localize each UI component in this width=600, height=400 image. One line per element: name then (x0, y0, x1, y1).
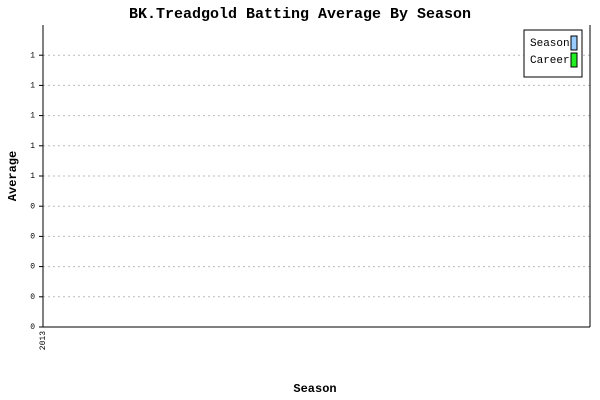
legend-swatch (570, 52, 578, 68)
y-axis-label: Average (6, 151, 20, 201)
y-tick-label: 1 (30, 142, 35, 151)
y-tick-label: 0 (30, 293, 35, 302)
y-tick-label: 0 (30, 263, 35, 272)
x-axis-label: Season (293, 382, 336, 396)
y-tick-label: 1 (30, 51, 35, 60)
y-tick-label: 1 (30, 172, 35, 181)
legend-label: Career (530, 55, 570, 67)
x-tick-label: 2013 (39, 331, 48, 350)
y-tick-label: 1 (30, 112, 35, 121)
legend-swatch (570, 35, 578, 51)
legend-label: Season (530, 38, 570, 50)
chart-title: BK.Treadgold Batting Average By Season (129, 6, 471, 23)
y-tick-label: 0 (30, 233, 35, 242)
y-tick-label: 0 (30, 202, 35, 211)
y-tick-label: 1 (30, 82, 35, 91)
y-tick-label: 0 (30, 323, 35, 332)
